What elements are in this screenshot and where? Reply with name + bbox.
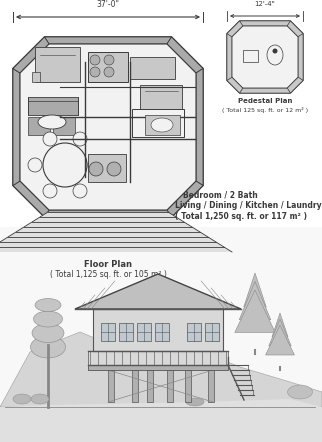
Circle shape bbox=[104, 67, 114, 77]
Bar bbox=[28, 117, 50, 135]
Polygon shape bbox=[240, 21, 290, 26]
Polygon shape bbox=[240, 88, 290, 93]
Bar bbox=[93, 309, 223, 351]
Text: Pedestal Plan: Pedestal Plan bbox=[238, 98, 292, 104]
Circle shape bbox=[104, 55, 114, 65]
Text: 2 Bedroom / 2 Bath: 2 Bedroom / 2 Bath bbox=[175, 190, 258, 199]
Polygon shape bbox=[244, 273, 266, 307]
Ellipse shape bbox=[267, 45, 283, 65]
Bar bbox=[88, 351, 228, 365]
Bar bbox=[205, 323, 219, 341]
Text: ( Total 1,125 sq. ft. or 105 m² ): ( Total 1,125 sq. ft. or 105 m² ) bbox=[50, 270, 166, 279]
Bar bbox=[88, 52, 128, 82]
Bar bbox=[208, 370, 214, 402]
Circle shape bbox=[88, 158, 102, 172]
Polygon shape bbox=[0, 212, 232, 252]
Ellipse shape bbox=[186, 398, 204, 406]
Polygon shape bbox=[13, 37, 203, 217]
Polygon shape bbox=[13, 37, 49, 73]
Ellipse shape bbox=[31, 336, 65, 358]
Text: Floor Plan: Floor Plan bbox=[84, 260, 132, 269]
Ellipse shape bbox=[33, 311, 62, 327]
Bar bbox=[0, 227, 322, 442]
Bar bbox=[101, 323, 115, 341]
Polygon shape bbox=[235, 290, 275, 332]
Text: ( Total 1,250 sq. ft. or 117 m² ): ( Total 1,250 sq. ft. or 117 m² ) bbox=[175, 212, 307, 221]
Bar bbox=[130, 57, 175, 79]
Polygon shape bbox=[0, 399, 322, 442]
Bar bbox=[137, 323, 151, 341]
Bar bbox=[108, 370, 114, 402]
Circle shape bbox=[28, 158, 42, 172]
Polygon shape bbox=[227, 21, 243, 37]
Circle shape bbox=[73, 132, 87, 146]
Bar bbox=[167, 370, 173, 402]
Text: Living / Dining / Kitchen / Laundry: Living / Dining / Kitchen / Laundry bbox=[175, 201, 322, 210]
Polygon shape bbox=[167, 37, 203, 73]
Polygon shape bbox=[239, 282, 271, 320]
Polygon shape bbox=[287, 77, 303, 93]
Circle shape bbox=[43, 132, 57, 146]
Circle shape bbox=[73, 184, 87, 198]
Polygon shape bbox=[232, 26, 298, 88]
Circle shape bbox=[89, 162, 103, 176]
Polygon shape bbox=[287, 21, 303, 37]
Bar bbox=[132, 370, 138, 402]
Polygon shape bbox=[44, 210, 172, 217]
Text: 37'-0": 37'-0" bbox=[97, 0, 119, 9]
Polygon shape bbox=[44, 37, 172, 44]
Polygon shape bbox=[227, 34, 232, 80]
Polygon shape bbox=[266, 325, 294, 355]
Ellipse shape bbox=[38, 115, 66, 129]
Bar bbox=[132, 109, 184, 137]
Bar bbox=[185, 370, 191, 402]
Circle shape bbox=[107, 162, 121, 176]
Ellipse shape bbox=[32, 324, 64, 343]
Bar bbox=[88, 154, 126, 182]
Bar bbox=[147, 370, 153, 402]
Circle shape bbox=[90, 55, 100, 65]
Polygon shape bbox=[196, 69, 203, 186]
Bar bbox=[140, 85, 182, 115]
Bar bbox=[28, 97, 78, 115]
Ellipse shape bbox=[31, 394, 49, 404]
Bar bbox=[119, 323, 133, 341]
Bar bbox=[35, 47, 80, 82]
Bar bbox=[155, 323, 169, 341]
Bar bbox=[145, 115, 180, 135]
Ellipse shape bbox=[151, 118, 173, 132]
Polygon shape bbox=[298, 34, 303, 80]
Polygon shape bbox=[75, 274, 241, 309]
Polygon shape bbox=[167, 181, 203, 217]
Polygon shape bbox=[269, 319, 291, 346]
Bar bbox=[187, 323, 201, 341]
Text: ( Total 125 sq. ft. or 12 m² ): ( Total 125 sq. ft. or 12 m² ) bbox=[222, 107, 308, 113]
Bar bbox=[32, 72, 40, 82]
Circle shape bbox=[272, 49, 278, 53]
Ellipse shape bbox=[13, 394, 31, 404]
Polygon shape bbox=[272, 313, 288, 337]
Bar bbox=[88, 365, 228, 370]
Polygon shape bbox=[20, 44, 196, 210]
Polygon shape bbox=[0, 332, 322, 407]
Polygon shape bbox=[13, 181, 49, 217]
Bar bbox=[53, 117, 75, 135]
Circle shape bbox=[43, 143, 87, 187]
Polygon shape bbox=[227, 77, 243, 93]
Polygon shape bbox=[227, 21, 303, 93]
Ellipse shape bbox=[35, 298, 61, 312]
Circle shape bbox=[90, 67, 100, 77]
Polygon shape bbox=[13, 69, 20, 186]
Bar bbox=[243, 50, 258, 62]
Text: 12'-4": 12'-4" bbox=[255, 1, 275, 7]
Circle shape bbox=[43, 184, 57, 198]
Ellipse shape bbox=[288, 385, 312, 399]
